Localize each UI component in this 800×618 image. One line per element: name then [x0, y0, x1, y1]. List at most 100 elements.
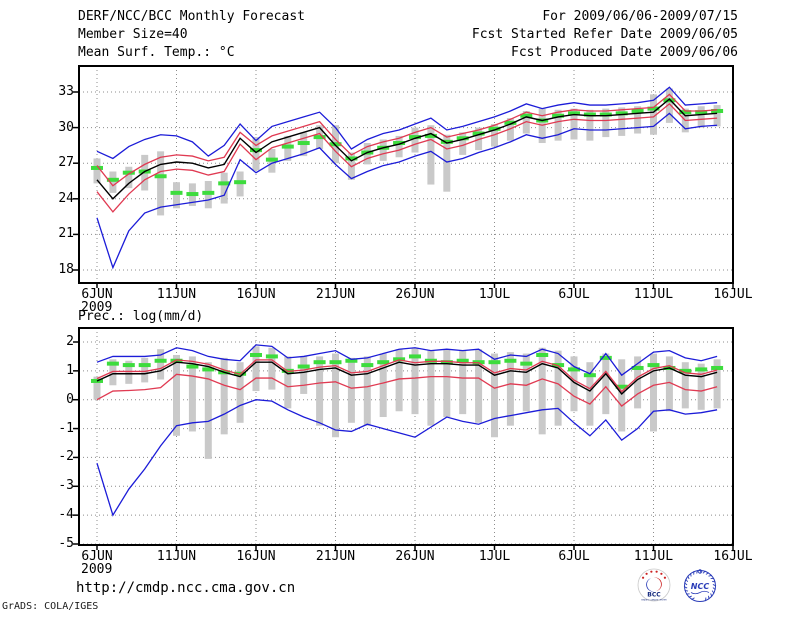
bcc-ring-mark	[650, 570, 653, 573]
prec-member-spread-bar	[109, 359, 117, 386]
temp-obs-dash	[409, 135, 421, 140]
prec-obs-dash	[440, 360, 453, 365]
temp-obs-dash	[663, 98, 676, 103]
prec-member-spread-bar	[586, 362, 594, 426]
ncc-wreath-leaf	[712, 584, 717, 587]
prec-obs-dash	[138, 363, 151, 368]
prec-line-lower-spread	[96, 373, 718, 407]
prec-obs-dash	[250, 352, 262, 357]
temp-member-spread-bar	[173, 182, 180, 209]
prec-member-spread-bar	[475, 349, 483, 423]
temp-member-spread-bar	[459, 132, 467, 155]
prec-year-label: 2009	[81, 562, 113, 577]
prec-x-tick-label: 21JUN	[315, 549, 356, 564]
ncc-wreath-leaf	[702, 570, 706, 574]
prec-obs-dash	[202, 367, 215, 372]
temp-obs-dash	[647, 106, 660, 111]
temp-obs-dash	[695, 110, 708, 115]
temp-obs-dash	[456, 136, 469, 141]
prec-y-tick-label: 0	[66, 391, 74, 407]
prec-member-spread-bar	[411, 347, 419, 415]
bcc-ring-mark	[645, 572, 648, 575]
temp-obs-dash	[568, 111, 580, 116]
temp-member-spread-bar	[443, 134, 451, 192]
prec-obs-dash	[488, 360, 501, 365]
temp-obs-dash	[202, 190, 215, 195]
temp-member-spread-bar	[220, 172, 228, 204]
website-url: http://cmdp.ncc.cma.gov.cn	[76, 580, 296, 596]
prec-obs-dash	[170, 358, 183, 363]
temp-y-tick-label: 30	[58, 119, 74, 135]
temp-member-spread-bar	[395, 135, 403, 158]
prec-obs-dash	[615, 384, 628, 389]
prec-member-spread-bar	[284, 356, 292, 409]
temp-line-ensemble-min	[96, 112, 718, 270]
prec-obs-dash	[711, 365, 724, 370]
ncc-logo-label: NCC	[691, 582, 710, 591]
temp-obs-dash	[186, 192, 199, 197]
prec-obs-dash	[679, 368, 692, 373]
temp-member-spread-bar	[697, 106, 705, 128]
temp-obs-dash	[615, 111, 628, 116]
temp-member-spread-bar	[379, 139, 387, 161]
temp-member-spread-bar	[650, 94, 657, 135]
prec-obs-dash	[329, 360, 342, 365]
temp-obs-dash	[440, 139, 453, 144]
prec-y-tick-label: -2	[58, 449, 74, 465]
prec-obs-dash	[568, 367, 580, 372]
prec-member-spread-bar	[665, 356, 673, 412]
temp-y-tick-label: 27	[58, 155, 74, 171]
ncc-wreath-leaf	[711, 590, 715, 594]
temp-member-spread-bar	[554, 109, 562, 141]
bcc-ring-mark	[655, 570, 658, 573]
prec-obs-dash	[186, 364, 199, 369]
ncc-wreath-leaf	[691, 597, 695, 600]
temp-obs-dash	[106, 177, 119, 182]
prec-obs-dash	[599, 355, 612, 360]
prec-member-spread-bar	[522, 353, 530, 412]
prec-obs-dash	[409, 354, 421, 359]
prec-obs-dash	[536, 352, 549, 357]
temp-member-spread-bar	[618, 107, 626, 136]
prec-member-spread-bar	[268, 347, 276, 390]
temp-obs-dash	[281, 144, 294, 149]
prec-member-spread-bar	[188, 356, 196, 432]
ncc-wreath-leaf	[684, 582, 688, 586]
temp-obs-dash	[297, 141, 310, 146]
ncc-wreath-leaf	[685, 578, 689, 583]
temp-x-tick-label: 11JUL	[633, 287, 674, 302]
bcc-ring-mark	[660, 572, 663, 575]
prec-member-spread-bar	[379, 353, 387, 418]
temp-chart-frame	[78, 65, 734, 284]
temp-x-tick-label: 16JUL	[713, 287, 753, 302]
prec-x-tick-label: 16JUN	[236, 549, 276, 564]
temp-x-tick-label: 1JUL	[478, 287, 511, 302]
prec-x-tick-label: 26JUN	[395, 549, 435, 564]
member-size-label: Member Size=40	[78, 27, 188, 42]
temp-obs-dash	[345, 156, 358, 161]
prec-line-ensemble-mean	[96, 361, 718, 395]
prec-member-spread-bar	[554, 350, 562, 426]
forecast-range-label: For 2009/06/06-2009/07/15	[542, 9, 738, 24]
temp-line-ensemble-max	[96, 86, 718, 160]
prec-obs-dash	[647, 363, 660, 368]
ncc-wreath-leaf	[710, 593, 713, 597]
temp-obs-dash	[91, 165, 103, 170]
temp-obs-dash	[265, 157, 278, 162]
prec-member-spread-bar	[634, 356, 642, 409]
temp-obs-dash	[504, 120, 517, 125]
temp-member-spread-bar	[570, 108, 578, 140]
temp-obs-dash	[520, 113, 533, 118]
fcst-produced-label: Fcst Produced Date 2009/06/06	[511, 45, 738, 60]
prec-member-spread-bar	[252, 346, 260, 392]
temp-obs-dash	[234, 180, 247, 185]
temp-obs-dash	[250, 148, 262, 153]
temp-obs-dash	[393, 141, 406, 146]
prec-member-spread-bar	[395, 349, 403, 412]
prec-member-spread-bar	[506, 352, 514, 426]
temp-member-spread-bar	[125, 166, 133, 189]
temp-obs-dash	[329, 142, 342, 147]
prec-member-spread-bar	[300, 356, 308, 394]
ncc-wreath-leaf	[708, 574, 712, 577]
